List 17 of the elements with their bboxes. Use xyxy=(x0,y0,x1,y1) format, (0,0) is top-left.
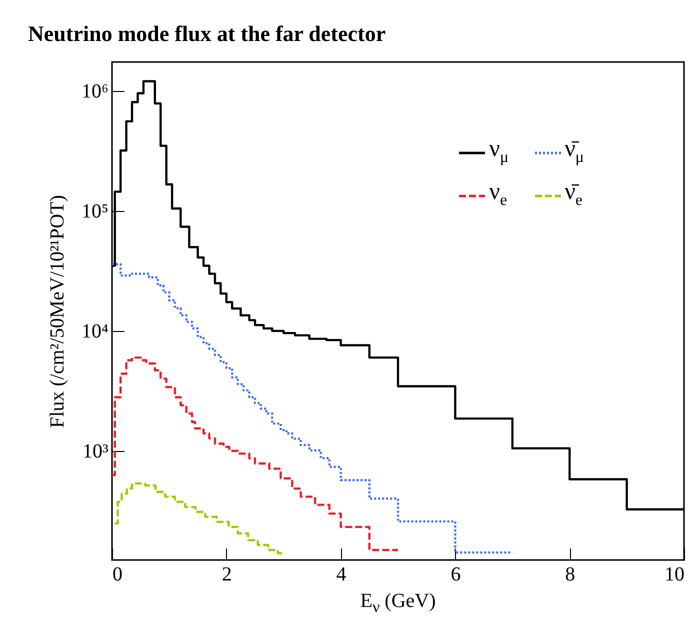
x-tick-label: 8 xyxy=(565,564,576,586)
legend-label: ν$_{e}$ xyxy=(489,178,508,211)
y-tick-label: 10⁶ xyxy=(82,80,109,103)
x-tick-label: 6 xyxy=(450,564,461,586)
y-tick-label: 10⁴ xyxy=(82,320,109,342)
x-tick-label: 4 xyxy=(336,564,346,586)
y-tick-label: 10⁵ xyxy=(82,200,108,223)
y-axis-title: Flux (/cm²/50MeV/10²¹POT) xyxy=(46,195,69,428)
y-tick-label: 10³ xyxy=(82,440,108,462)
legend-label: ν̄$_{μ}$ xyxy=(564,135,584,168)
x-tick-label: 10 xyxy=(664,564,684,586)
legend-label: ν$_{μ}$ xyxy=(489,135,509,168)
x-axis-title: E$_{ν}$ (GeV) xyxy=(359,590,437,617)
chart-title: Neutrino mode flux at the far detector xyxy=(28,21,386,46)
x-tick-label: 2 xyxy=(222,564,232,586)
legend-label: ν̄$_{e}$ xyxy=(564,178,583,211)
x-tick-label: 0 xyxy=(112,564,122,586)
